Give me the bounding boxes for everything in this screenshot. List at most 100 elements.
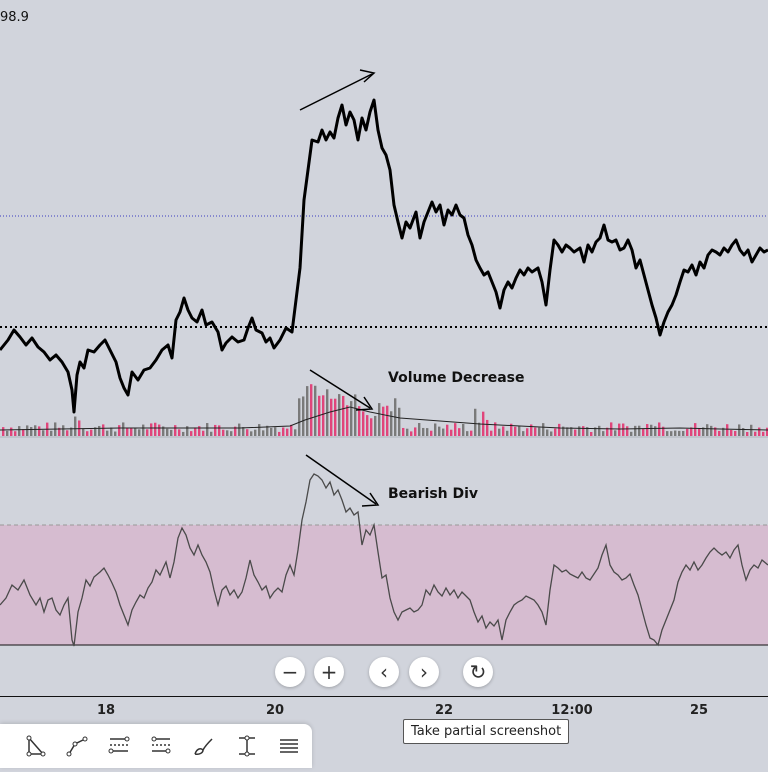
volume-bar — [638, 425, 641, 436]
volume-bar — [206, 423, 209, 436]
volume-bar — [106, 430, 109, 436]
volume-bar — [90, 429, 93, 436]
volume-bar — [490, 430, 493, 436]
volume-bar — [390, 411, 393, 436]
time-tick-label: 25 — [689, 703, 709, 718]
volume-bar — [514, 426, 517, 436]
volume-bar — [298, 398, 301, 436]
volume-bar — [402, 427, 405, 436]
volume-bar — [546, 429, 549, 436]
volume-bar — [686, 428, 689, 436]
volume-bar — [578, 426, 581, 436]
volume-bar — [422, 427, 425, 436]
volume-bar — [614, 430, 617, 436]
volume-bar — [554, 428, 557, 436]
volume-bar — [434, 423, 437, 436]
volume-bar — [366, 415, 369, 436]
volume-bar — [426, 428, 429, 436]
volume-bar — [2, 427, 5, 436]
path-tool-button[interactable] — [60, 730, 94, 762]
volume-bar — [590, 431, 593, 436]
zoom-in-button[interactable]: + — [314, 657, 344, 687]
triangle-tool-button[interactable] — [18, 730, 52, 762]
volume-bar — [18, 426, 21, 436]
time-tick-label: 12:00 — [551, 703, 593, 718]
volume-bar — [26, 425, 29, 436]
volume-bar — [430, 430, 433, 436]
volume-bar — [438, 426, 441, 436]
scroll-right-button[interactable]: › — [409, 657, 439, 687]
volume-bar — [14, 431, 17, 436]
volume-ma-line — [0, 406, 768, 431]
volume-bar — [582, 426, 585, 436]
scroll-left-button[interactable]: ‹ — [369, 657, 399, 687]
volume-bar — [342, 395, 345, 436]
time-tick-label: 20 — [265, 703, 285, 718]
more-tools-button[interactable] — [272, 730, 306, 762]
volume-bar — [534, 427, 537, 436]
zoom-out-button[interactable]: − — [275, 657, 305, 687]
volume-bar — [694, 423, 697, 436]
vertical-range-tool-button[interactable] — [230, 730, 264, 762]
volume-bar — [702, 427, 705, 436]
volume-bar — [526, 428, 529, 436]
volume-bar — [58, 427, 61, 436]
volume-bar — [510, 423, 513, 436]
volume-bar — [706, 424, 709, 436]
rsi-annotation: Bearish Div — [388, 486, 478, 502]
volume-bar — [158, 424, 161, 436]
volume-bar — [110, 427, 113, 436]
brush-tool-button[interactable] — [186, 730, 220, 762]
volume-bar — [642, 429, 645, 436]
triangle-icon — [26, 735, 46, 757]
volume-bar — [22, 429, 25, 436]
fib-extension-icon — [151, 736, 171, 754]
volume-bar — [742, 428, 745, 436]
volume-bar — [146, 429, 149, 436]
time-tick-label: 22 — [434, 703, 454, 718]
volume-bar — [486, 419, 489, 436]
volume-bar — [538, 427, 541, 436]
fib-extension-tool-button[interactable] — [144, 730, 178, 762]
volume-bar — [114, 431, 117, 436]
volume-bar — [650, 424, 653, 436]
volume-bar — [274, 427, 277, 436]
volume-bar — [606, 427, 609, 436]
volume-bar — [86, 431, 89, 436]
volume-bar — [550, 431, 553, 436]
volume-bar — [82, 428, 85, 436]
volume-bar — [458, 428, 461, 436]
price-line — [0, 98, 768, 414]
volume-bar — [286, 428, 289, 436]
volume-bar — [442, 428, 445, 436]
volume-bar — [338, 394, 341, 436]
fib-retracement-icon — [108, 736, 130, 754]
fib-retracement-tool-button[interactable] — [102, 730, 136, 762]
volume-bar — [654, 426, 657, 436]
volume-bar — [254, 429, 257, 436]
volume-bar — [470, 430, 473, 436]
trend-arrow-line — [299, 73, 373, 111]
reset-chart-button[interactable]: ↻ — [463, 657, 493, 687]
chart-navigation: − + ‹ › ↻ — [0, 657, 768, 689]
volume-bar — [658, 422, 661, 436]
volume-bar — [630, 431, 633, 436]
volume-bar — [162, 426, 165, 436]
volume-bar — [350, 401, 353, 436]
volume-bar — [386, 405, 389, 436]
volume-bar — [294, 429, 297, 436]
volume-bar — [414, 427, 417, 436]
time-axis[interactable]: 18 20 22 12:00 25 — [0, 696, 768, 725]
volume-bar — [202, 430, 205, 436]
volume-bar — [222, 429, 225, 436]
rsi-line — [0, 473, 768, 647]
volume-bar — [626, 426, 629, 436]
volume-bar — [290, 424, 293, 436]
volume-bar — [494, 422, 497, 436]
volume-bar — [662, 426, 665, 436]
volume-bar — [586, 427, 589, 436]
volume-bar — [38, 426, 41, 436]
brush-icon — [194, 738, 213, 755]
